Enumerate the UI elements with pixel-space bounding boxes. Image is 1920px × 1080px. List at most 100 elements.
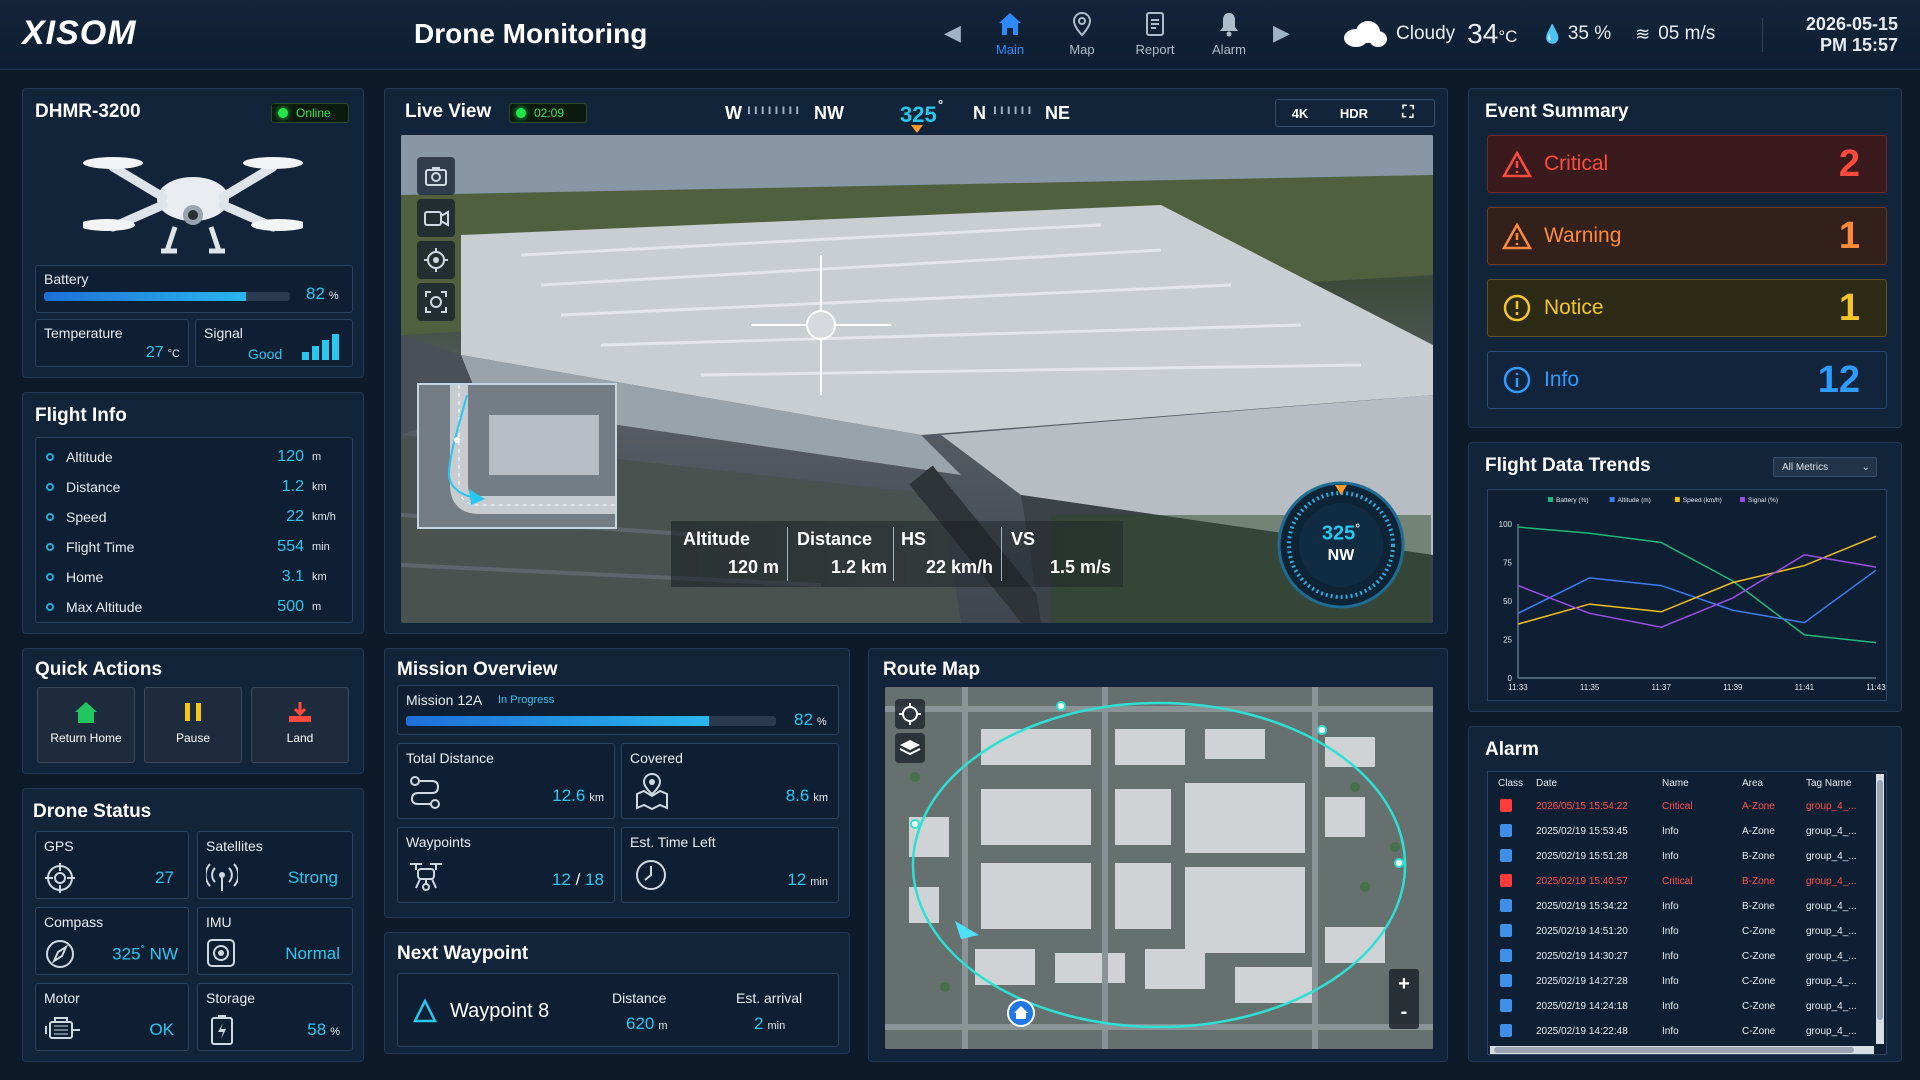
alarm-bell-icon <box>1500 974 1512 987</box>
minimap[interactable] <box>417 383 617 529</box>
alarm-table-body: 2026/05/15 15:54:22 Critical A-Zone group_4… <box>1488 794 1874 1046</box>
compass-dial-icon <box>1277 481 1405 609</box>
alarm-date: 2026/05/15 15:54:22 <box>1536 801 1628 812</box>
heading-degree: ° <box>938 97 944 112</box>
total-distance-label: Total Distance <box>406 750 494 766</box>
alarm-tag: group_4_... <box>1806 1026 1857 1037</box>
map-pin-icon <box>1072 11 1092 37</box>
alarm-bell-icon <box>1500 849 1512 862</box>
alarm-date: 2025/02/19 14:24:18 <box>1536 1001 1628 1012</box>
flight-info-value: 22 <box>286 508 304 525</box>
total-distance-value: 12.6 km <box>552 786 604 805</box>
flight-info-row: Altitude 120 m <box>36 442 352 472</box>
gps-card: GPS 27 <box>35 831 189 899</box>
route-map[interactable]: + - <box>885 687 1433 1049</box>
alarm-row[interactable]: 2025/02/19 15:53:45 Info A-Zone group_4_... <box>1488 819 1868 843</box>
quick-actions-title: Quick Actions <box>35 659 163 680</box>
alarm-bell-icon <box>1500 824 1512 837</box>
alarm-scrollbar[interactable] <box>1876 774 1884 1044</box>
alarm-bell-icon <box>1500 999 1512 1012</box>
hscroll-thumb[interactable] <box>1494 1047 1854 1053</box>
focus-button[interactable] <box>417 283 455 321</box>
covered-value: 8.6 km <box>785 786 828 805</box>
alarm-name: Critical <box>1662 801 1693 812</box>
flight-info-label: Home <box>66 569 104 585</box>
land-button[interactable]: Land <box>251 687 349 763</box>
heading-n: N <box>973 103 986 123</box>
nav-report[interactable]: Report <box>1120 10 1190 57</box>
drone-icon <box>410 863 442 891</box>
alarm-area: C-Zone <box>1742 1001 1776 1012</box>
mission-overview-title: Mission Overview <box>397 659 558 680</box>
camera-button[interactable] <box>417 157 455 195</box>
legend-swatch <box>1674 497 1680 502</box>
imu-icon <box>207 939 235 967</box>
alarm-area: B-Zone <box>1742 876 1775 887</box>
video-icon <box>424 210 449 227</box>
flight-info-value: 554 <box>277 538 304 555</box>
alarm-area: A-Zone <box>1742 826 1775 837</box>
hdr-button[interactable]: HDR <box>1339 105 1369 121</box>
crosshair-icon <box>45 863 75 893</box>
event-notice[interactable]: Notice 1 <box>1487 279 1887 337</box>
zoom-out-button[interactable]: - <box>1400 1001 1408 1023</box>
alarm-row[interactable]: 2025/02/19 14:51:20 Info C-Zone group_4_... <box>1488 919 1868 943</box>
satellites-value: Strong <box>287 868 338 887</box>
alarm-row[interactable]: 2025/02/19 14:30:27 Info C-Zone group_4_... <box>1488 944 1868 968</box>
event-warning[interactable]: Warning 1 <box>1487 207 1887 265</box>
video-feed[interactable]: Altitude 120 m Distance 1.2 km HS 22 km/… <box>401 135 1433 623</box>
flight-info-value: 120 <box>277 448 304 465</box>
alarm-tag: group_4_... <box>1806 926 1857 937</box>
return-home-button[interactable]: Return Home <box>37 687 135 763</box>
col-class: Class <box>1498 778 1524 789</box>
imu-card: IMU Normal <box>197 907 353 975</box>
event-critical[interactable]: Critical 2 <box>1487 135 1887 193</box>
fullscreen-icon[interactable]: ⛶ <box>1402 104 1414 121</box>
alarm-date: 2025/02/19 15:40:57 <box>1536 876 1628 887</box>
hud-altitude-label: Altitude <box>683 529 750 549</box>
minimap-image <box>419 385 615 527</box>
bullet-icon <box>46 543 54 551</box>
alarm-row[interactable]: 2026/05/15 15:54:22 Critical A-Zone group_4… <box>1488 794 1868 818</box>
signal-bars-icon <box>302 334 339 360</box>
scroll-thumb[interactable] <box>1877 780 1883 1020</box>
compass-dial: 325° NW <box>1277 481 1405 609</box>
covered-card: Covered 8.6 km <box>621 743 839 819</box>
alarm-row[interactable]: 2025/02/19 14:22:48 Info C-Zone group_4_... <box>1488 1019 1868 1043</box>
nav-alarm[interactable]: Alarm <box>1194 10 1264 57</box>
home-marker[interactable] <box>1007 999 1035 1027</box>
alarm-row[interactable]: 2025/02/19 14:27:28 Info C-Zone group_4_... <box>1488 969 1868 993</box>
metrics-filter-select[interactable]: All Metrics ⌄ <box>1773 457 1877 477</box>
alarm-row[interactable]: 2025/02/19 15:40:57 Critical B-Zone group_4… <box>1488 869 1868 893</box>
event-info[interactable]: Info 12 <box>1487 351 1887 409</box>
event-summary-title: Event Summary <box>1485 101 1629 122</box>
alarm-row[interactable]: 2025/02/19 15:34:22 Info B-Zone group_4_... <box>1488 894 1868 918</box>
pause-button[interactable]: Pause <box>144 687 242 763</box>
mission-name: Mission 12A <box>406 692 483 708</box>
nav-prev-icon[interactable]: ◀ <box>944 20 961 45</box>
alarm-row[interactable]: 2025/02/19 15:51:28 Info B-Zone group_4_... <box>1488 844 1868 868</box>
home-icon <box>1014 1006 1028 1019</box>
nav-map[interactable]: Map <box>1047 10 1117 57</box>
flight-info-row: Speed 22 km/h <box>36 502 352 532</box>
alarm-row[interactable]: 2025/02/19 14:24:18 Info C-Zone group_4_... <box>1488 994 1868 1018</box>
alarm-area: C-Zone <box>1742 926 1776 937</box>
motor-card: Motor OK <box>35 983 189 1051</box>
video-record-button[interactable] <box>417 199 455 237</box>
nav-next-icon[interactable]: ▶ <box>1273 20 1290 45</box>
alarm-hscrollbar[interactable] <box>1490 1046 1874 1054</box>
camera-settings-button[interactable] <box>417 241 455 279</box>
event-notice-count: 1 <box>1838 286 1860 329</box>
alarm-name: Info <box>1662 826 1679 837</box>
flight-info-unit: km <box>312 571 327 583</box>
layers-button[interactable] <box>895 733 925 763</box>
nav-map-label: Map <box>1069 42 1095 57</box>
motor-label: Motor <box>44 990 80 1006</box>
x-tick-label: 11:39 <box>1723 683 1743 692</box>
legend-swatch <box>1740 497 1745 502</box>
land-label: Land <box>286 731 314 745</box>
locate-button[interactable] <box>895 699 925 729</box>
4k-button[interactable]: 4K <box>1291 105 1309 121</box>
nav-main[interactable]: Main <box>975 10 1045 57</box>
zoom-in-button[interactable]: + <box>1398 973 1410 995</box>
